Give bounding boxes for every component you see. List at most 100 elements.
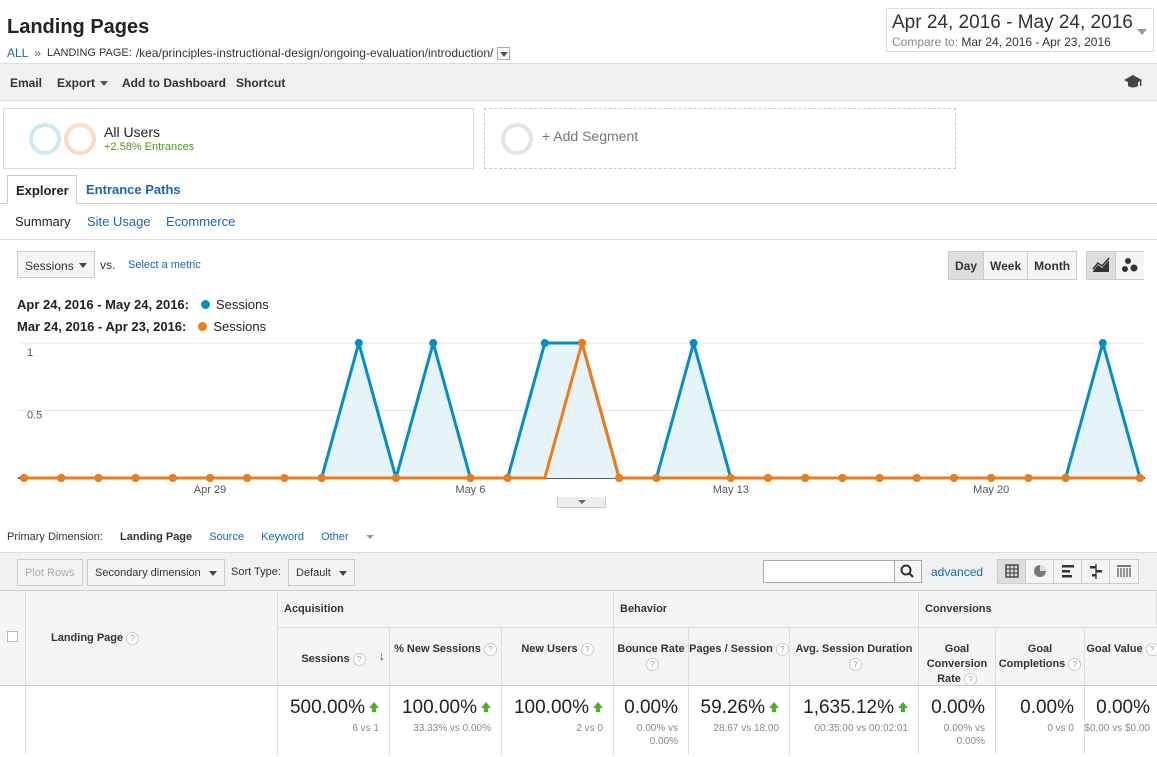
sort-type-select[interactable]: Default	[288, 559, 355, 586]
pages-per-session-header[interactable]: Pages / Session?	[689, 628, 790, 686]
conversions-group-header: Conversions	[919, 591, 1157, 628]
compare-series-point	[503, 474, 512, 482]
vs-label: vs.	[100, 258, 116, 272]
report-tabs: Explorer Entrance Paths	[0, 175, 1157, 204]
breadcrumb-dropdown-icon[interactable]	[497, 46, 511, 60]
select-metric-link[interactable]: Select a metric	[128, 259, 201, 271]
bounce-rate-compare-text-2: 0.00%	[649, 736, 678, 747]
tab-entrance-paths[interactable]: Entrance Paths	[86, 182, 181, 197]
sessions-change-value: 500.00%	[289, 697, 365, 718]
date-range-picker[interactable]: Apr 24, 2016 - May 24, 2016 Compare to: …	[886, 8, 1154, 52]
help-icon[interactable]: ?	[483, 642, 497, 656]
goal-completions-total-cell: 0.00% 0 vs 0	[996, 686, 1085, 754]
help-icon[interactable]: ?	[1145, 642, 1157, 656]
current-series-point	[1098, 339, 1107, 347]
shortcut-button[interactable]: Shortcut	[236, 76, 286, 90]
page-title: Landing Pages	[7, 16, 150, 38]
tab-explorer[interactable]: Explorer	[7, 175, 77, 204]
add-to-dashboard-button[interactable]: Add to Dashboard	[122, 76, 226, 90]
bounce-rate-compare-text: 0.00% vs	[636, 723, 678, 734]
data-view-button[interactable]	[998, 560, 1026, 583]
breadcrumb-dimension-label: LANDING PAGE:	[47, 47, 132, 59]
sessions-header[interactable]: Sessions? ↓	[278, 628, 390, 686]
sort-descending-icon[interactable]: ↓	[378, 648, 386, 663]
row-spacer-cell	[0, 686, 26, 754]
segment-all-users[interactable]: All Users +2.58% Entrances	[3, 108, 474, 169]
week-button[interactable]: Week	[984, 252, 1029, 279]
new-sessions-pct-change-value: 100.00%	[401, 697, 477, 718]
current-series-point	[354, 339, 363, 347]
day-button[interactable]: Day	[949, 252, 985, 279]
chart-collapse-toggle[interactable]	[557, 497, 606, 508]
goal-conversion-rate-header[interactable]: Goal Conversion Rate?	[919, 628, 996, 686]
goal-value-header[interactable]: Goal Value?	[1085, 628, 1157, 686]
help-icon[interactable]: ?	[1068, 657, 1082, 671]
help-icon[interactable]: ?	[963, 672, 977, 686]
percentage-view-button[interactable]	[1026, 560, 1054, 583]
export-label: Export	[57, 76, 96, 90]
secondary-dimension-select[interactable]: Secondary dimension	[87, 559, 225, 586]
comparison-view-button[interactable]	[1082, 560, 1110, 583]
goal-completions-header[interactable]: Goal Completions?	[996, 628, 1085, 686]
compare-series-point	[875, 474, 884, 482]
line-chart-icon	[1092, 257, 1110, 272]
bounce-rate-header[interactable]: Bounce Rate?	[614, 628, 689, 686]
bounce-rate-header-label: Bounce Rate	[617, 643, 685, 655]
pivot-icon	[1117, 565, 1131, 577]
email-button[interactable]: Email	[10, 76, 43, 90]
dimension-source[interactable]: Source	[209, 531, 245, 543]
subtab-site-usage[interactable]: Site Usage	[87, 214, 151, 229]
graduation-cap-icon[interactable]	[1123, 74, 1143, 90]
landing-page-header[interactable]: Landing Page?	[26, 591, 278, 686]
segment-subtitle: +2.58% Entrances	[104, 141, 195, 153]
primary-dimension-bar: Primary Dimension: Landing Page Source K…	[7, 531, 402, 543]
period-toggle: Day Week Month	[948, 251, 1078, 280]
line-chart-button[interactable]	[1087, 252, 1116, 279]
advanced-filter-link[interactable]: advanced	[931, 565, 984, 579]
goal-value-change-value: 0.00%	[1096, 697, 1150, 718]
plot-rows-button[interactable]: Plot Rows	[17, 559, 83, 586]
bounce-rate-total-cell: 0.00% 0.00% vs 0.00%	[614, 686, 689, 754]
goal-completions-header-label: Goal Completions	[998, 643, 1066, 670]
month-button[interactable]: Month	[1028, 252, 1077, 279]
dimension-landing-page: Landing Page	[120, 531, 193, 543]
help-icon[interactable]: ?	[352, 652, 366, 666]
compare-series-point	[912, 474, 921, 482]
help-icon[interactable]: ?	[775, 642, 789, 656]
help-icon[interactable]: ?	[646, 657, 659, 671]
motion-chart-button[interactable]	[1116, 252, 1144, 279]
add-segment-box[interactable]: + Add Segment	[484, 108, 956, 169]
export-button[interactable]: Export	[57, 76, 109, 90]
goal-conversion-rate-change-value: 0.00%	[931, 697, 985, 718]
pie-chart-icon	[1034, 565, 1046, 577]
avg-session-duration-header[interactable]: Avg. Session Duration?	[790, 628, 919, 686]
x-tick-label: May 6	[455, 484, 485, 496]
current-series-point	[689, 339, 698, 347]
new-users-header-label: New Users	[521, 643, 578, 655]
table-search-input[interactable]	[763, 560, 895, 583]
new-users-header[interactable]: New Users?	[502, 628, 614, 686]
add-segment-link[interactable]: + Add Segment	[542, 128, 639, 144]
dimension-other[interactable]: Other	[321, 531, 388, 543]
bubble-chart-icon	[1122, 258, 1138, 272]
avg-session-duration-change-value: 1,635.12%	[803, 697, 894, 718]
avg-session-duration-header-label: Avg. Session Duration	[795, 643, 913, 655]
help-icon[interactable]: ?	[126, 631, 140, 645]
select-all-checkbox[interactable]	[7, 631, 18, 642]
pivot-view-button[interactable]	[1110, 560, 1138, 583]
comparison-icon	[1090, 564, 1102, 579]
compare-series-point	[168, 474, 177, 482]
search-button[interactable]	[894, 560, 922, 583]
help-icon[interactable]: ?	[849, 657, 862, 671]
performance-view-button[interactable]	[1054, 560, 1082, 583]
new-sessions-pct-header[interactable]: % New Sessions?	[390, 628, 502, 686]
metric-select[interactable]: Sessions	[17, 251, 95, 278]
help-icon[interactable]: ?	[580, 642, 594, 656]
chart-type-toggle	[1086, 251, 1144, 280]
subtab-ecommerce[interactable]: Ecommerce	[166, 214, 236, 229]
dimension-keyword[interactable]: Keyword	[261, 531, 304, 543]
subtab-summary[interactable]: Summary	[15, 214, 71, 229]
chevron-down-icon	[208, 570, 217, 576]
breadcrumb-all-link[interactable]: ALL	[7, 46, 29, 60]
current-series-area	[24, 343, 1140, 478]
